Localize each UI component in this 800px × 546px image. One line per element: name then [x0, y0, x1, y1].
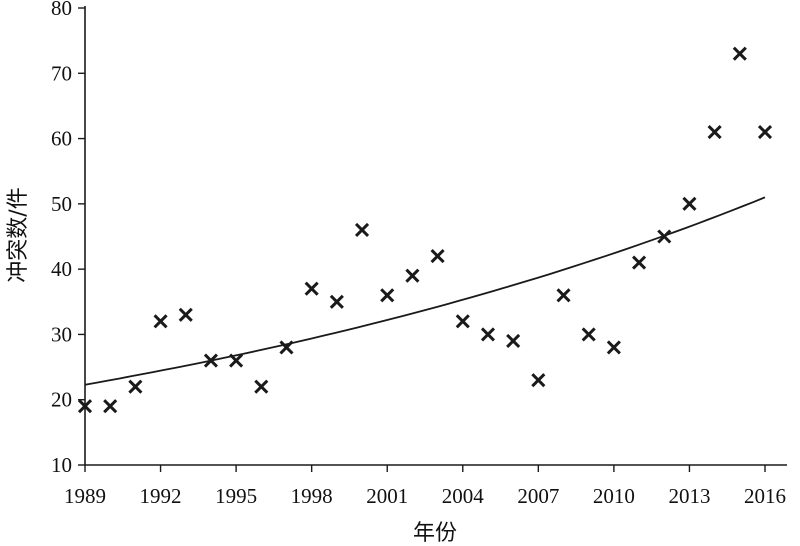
data-point	[732, 46, 747, 61]
data-point	[103, 399, 118, 414]
x-tick-label: 2001	[366, 484, 408, 508]
ticks: 10 20 30 40 50 60 70 80 1989 1992 1995 1998 2001 2004…	[51, 0, 786, 508]
data-point	[657, 229, 672, 244]
trend-line	[84, 196, 766, 386]
data-point	[153, 314, 168, 329]
y-axis-label: 冲突数/件	[6, 187, 31, 282]
y-tick-label: 50	[51, 192, 72, 216]
data-point	[632, 255, 647, 270]
x-tick-label: 2004	[442, 484, 485, 508]
data-point	[757, 124, 773, 140]
y-tick-label: 80	[51, 0, 72, 20]
x-tick-label: 2013	[668, 484, 710, 508]
y-tick-label: 70	[51, 61, 72, 85]
data-point	[455, 314, 470, 329]
data-point	[430, 249, 445, 264]
data-point	[279, 340, 294, 355]
x-tick-label: 2010	[593, 484, 635, 508]
data-point	[556, 288, 571, 303]
data-point	[405, 268, 420, 283]
data-point	[203, 353, 218, 368]
data-point	[254, 379, 269, 394]
x-tick-label: 2016	[744, 484, 786, 508]
y-tick-label: 30	[51, 322, 72, 346]
data-points	[77, 46, 773, 414]
data-point	[606, 340, 621, 355]
data-point	[480, 327, 496, 342]
y-tick-label: 40	[51, 257, 72, 281]
x-tick-label: 1998	[291, 484, 333, 508]
data-point	[380, 288, 395, 303]
data-point	[707, 124, 722, 140]
data-point	[229, 353, 244, 368]
data-point	[506, 333, 521, 349]
y-tick-label: 60	[51, 127, 72, 151]
axes	[84, 6, 787, 466]
data-point	[329, 294, 344, 309]
x-tick-label: 2007	[517, 484, 559, 508]
x-tick-label: 1995	[215, 484, 257, 508]
data-point	[581, 327, 596, 342]
x-axis-label: 年份	[413, 521, 457, 546]
x-tick-label: 1989	[64, 484, 106, 508]
data-point	[682, 196, 697, 211]
data-point	[304, 281, 319, 296]
data-point	[128, 379, 143, 394]
x-tick-label: 1992	[140, 484, 182, 508]
data-point	[354, 222, 370, 238]
y-tick-label: 20	[51, 388, 72, 412]
data-point	[531, 373, 546, 388]
data-point	[77, 399, 93, 414]
data-point	[178, 307, 193, 322]
y-tick-label: 10	[51, 453, 72, 477]
